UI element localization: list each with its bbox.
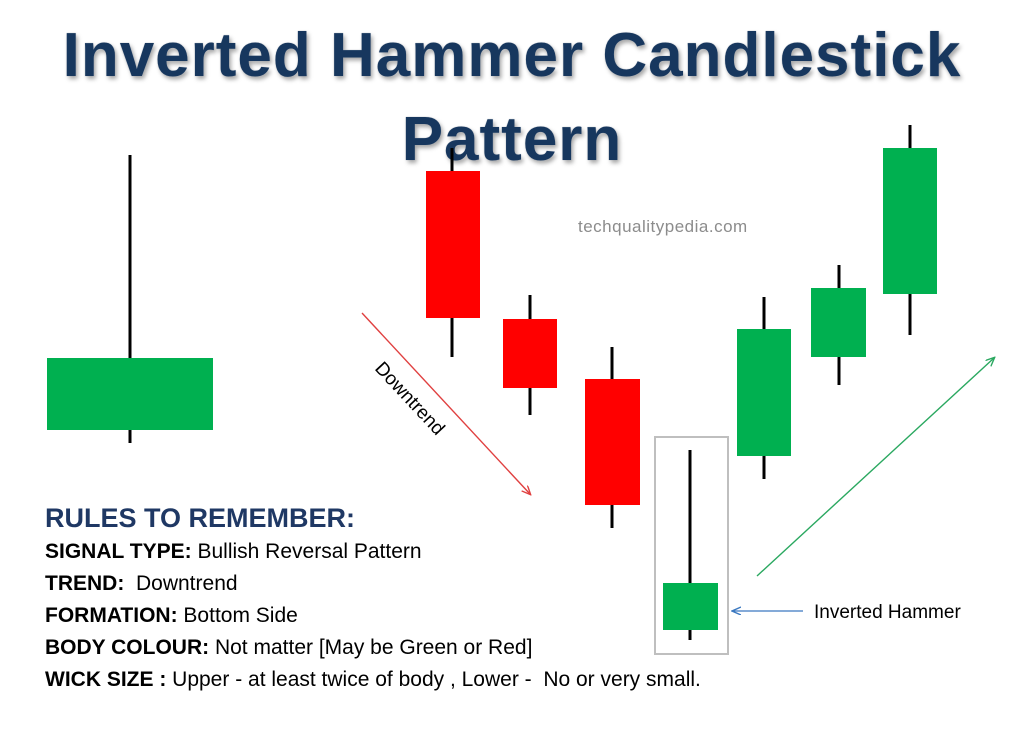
rule-value: Downtrend: [124, 572, 238, 595]
downtrend-arrow: [361, 312, 530, 494]
rule-value: Upper - at least twice of body , Lower -…: [166, 668, 701, 691]
rule-label: FORMATION:: [45, 604, 178, 627]
watermark: techqualitypedia.com: [578, 217, 748, 236]
bullish-candle: [737, 297, 791, 479]
rule-value: Bottom Side: [177, 604, 298, 627]
highlight-box: [654, 436, 729, 655]
candle-body: [585, 379, 640, 505]
bearish-candle: [426, 148, 480, 357]
rule-wick-size: WICK SIZE : Upper - at least twice of bo…: [45, 664, 701, 696]
uptrend-arrow: [756, 358, 994, 577]
rule-formation: FORMATION: Bottom Side: [45, 600, 701, 632]
rules-panel: RULES TO REMEMBER: SIGNAL TYPE: Bullish …: [45, 502, 701, 696]
candle-body: [811, 288, 866, 357]
bullish-candle: [883, 125, 937, 335]
bearish-candle: [585, 347, 640, 528]
example-candle-body: [47, 358, 213, 430]
page-title: Inverted Hammer Candlestick Pattern: [62, 21, 962, 174]
candle-body: [737, 329, 791, 456]
rule-signal-type: SIGNAL TYPE: Bullish Reversal Pattern: [45, 536, 701, 568]
example-candle: [47, 155, 213, 443]
rule-body-colour: BODY COLOUR: Not matter [May be Green or…: [45, 632, 701, 664]
rule-value: Not matter [May be Green or Red]: [209, 636, 533, 659]
inverted-hammer-label: Inverted Hammer: [814, 602, 961, 623]
rule-label: WICK SIZE :: [45, 668, 167, 691]
rule-label: TREND:: [45, 572, 125, 595]
candle-body: [426, 171, 480, 318]
bullish-candle: [811, 265, 866, 385]
downtrend-label: Downtrend: [370, 358, 448, 440]
inverted-hammer-candle: [663, 450, 718, 640]
rules-heading: RULES TO REMEMBER:: [45, 503, 356, 533]
bearish-candle: [503, 295, 557, 415]
rule-label: SIGNAL TYPE:: [45, 540, 192, 563]
candle-body: [663, 583, 718, 630]
rule-value: Bullish Reversal Pattern: [191, 540, 422, 563]
candle-body: [883, 148, 937, 294]
rule-label: BODY COLOUR:: [45, 636, 210, 659]
candle-body: [503, 319, 557, 388]
rule-trend: TREND: Downtrend: [45, 568, 701, 600]
